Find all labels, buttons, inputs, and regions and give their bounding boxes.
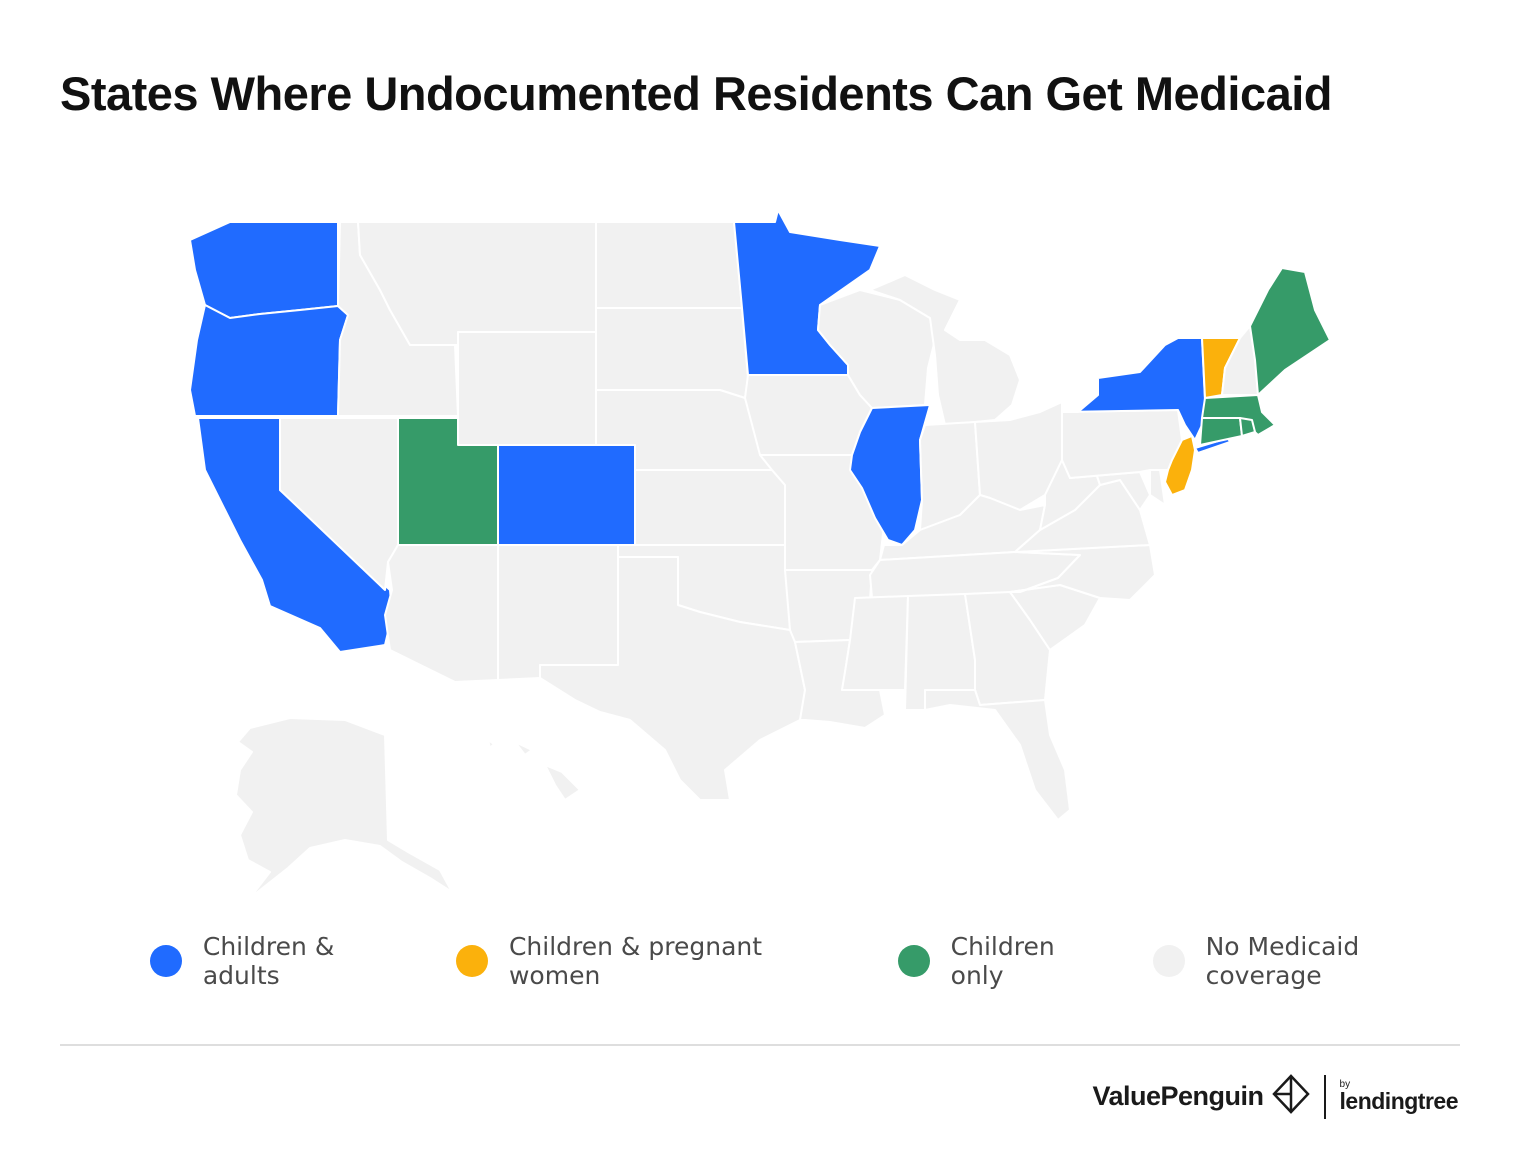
state-mi[interactable] xyxy=(869,274,1021,426)
state-nd[interactable] xyxy=(595,221,743,309)
brand-separator xyxy=(1323,1074,1326,1119)
state-wa[interactable] xyxy=(189,221,339,319)
legend-swatch xyxy=(897,945,930,977)
state-fl[interactable] xyxy=(924,689,1071,821)
legend-label: Children only xyxy=(950,932,1055,990)
legend: Children & adults Children & pregnant wo… xyxy=(150,932,1520,990)
state-co[interactable] xyxy=(497,444,636,546)
footer-divider xyxy=(60,1044,1460,1046)
partner-name: lendingtree xyxy=(1339,1087,1459,1114)
legend-item: Children only xyxy=(897,932,1115,990)
brand-name: ValuePenguin xyxy=(1092,1081,1264,1111)
legend-item: No Medicaid coverage xyxy=(1152,932,1482,990)
state-ct[interactable] xyxy=(1199,417,1243,446)
state-me[interactable] xyxy=(1249,267,1331,396)
state-de[interactable] xyxy=(1149,469,1166,506)
state-pa[interactable] xyxy=(1061,409,1183,479)
state-sd[interactable] xyxy=(595,307,749,399)
legend-swatch xyxy=(150,945,182,977)
state-nc[interactable] xyxy=(1009,544,1156,601)
legend-label: Children & adults xyxy=(202,932,335,990)
partner-brand: by lendingtree xyxy=(1339,1078,1459,1115)
state-az[interactable] xyxy=(384,544,499,683)
state-hi[interactable] xyxy=(487,739,581,801)
state-or[interactable] xyxy=(189,304,349,417)
map-title: States Where Undocumented Residents Can … xyxy=(60,67,1333,120)
legend-label: Children & pregnant women xyxy=(508,932,763,990)
legend-swatch xyxy=(1152,945,1185,977)
legend-label: No Medicaid coverage xyxy=(1205,932,1360,990)
state-nm[interactable] xyxy=(497,544,619,681)
state-ak[interactable] xyxy=(235,717,453,899)
branding: ValuePenguin by lendingtree xyxy=(1092,1074,1459,1119)
legend-item: Children & pregnant women xyxy=(456,932,860,990)
state-ia[interactable] xyxy=(744,374,873,456)
state-wy[interactable] xyxy=(457,331,597,446)
legend-swatch xyxy=(456,945,488,977)
state-ri[interactable] xyxy=(1239,417,1256,437)
brand-by: by xyxy=(1339,1078,1351,1090)
state-tx[interactable] xyxy=(539,556,806,801)
state-nj[interactable] xyxy=(1164,435,1196,496)
legend-item: Children & adults xyxy=(150,932,418,990)
penguin-logo-icon xyxy=(1271,1074,1310,1119)
state-ks[interactable] xyxy=(634,469,786,546)
